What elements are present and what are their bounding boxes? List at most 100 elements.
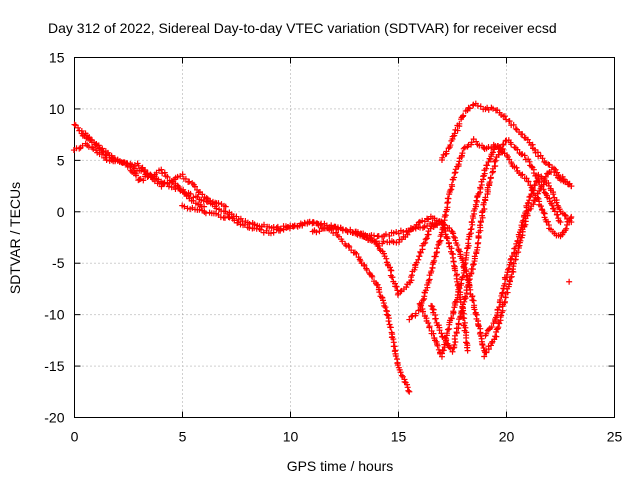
data-point: [181, 203, 188, 210]
data-point: [251, 225, 258, 232]
data-point: [381, 302, 388, 309]
data-point: [353, 250, 360, 257]
data-point: [385, 312, 392, 319]
data-point: [213, 205, 220, 212]
data-point: [389, 274, 396, 281]
data-point: [532, 181, 539, 188]
data-point: [270, 229, 277, 236]
data-point: [121, 159, 128, 166]
data-point: [526, 158, 533, 165]
data-point: [459, 150, 466, 157]
data-point: [182, 175, 189, 182]
y-tick-label: -20: [44, 410, 64, 426]
data-point: [465, 277, 472, 284]
data-point: [568, 219, 575, 226]
data-point: [528, 191, 535, 198]
data-point: [513, 164, 520, 171]
x-tick-label: 20: [499, 429, 515, 445]
data-point: [459, 273, 466, 280]
data-point: [540, 178, 547, 185]
data-point: [85, 143, 92, 150]
x-tick-label: 10: [283, 429, 299, 445]
data-point: [135, 162, 142, 169]
data-point: [465, 104, 472, 111]
data-point: [375, 233, 382, 240]
data-point: [445, 240, 452, 247]
data-point: [447, 345, 454, 352]
data-point: [313, 229, 320, 236]
data-point: [480, 144, 487, 151]
data-point: [369, 273, 376, 280]
data-point: [419, 224, 426, 231]
data-point: [451, 262, 458, 269]
data-point: [428, 268, 435, 275]
data-point: [506, 118, 513, 125]
data-point: [451, 341, 458, 348]
data-point: [459, 274, 466, 281]
data-point: [327, 224, 334, 231]
data-point: [116, 158, 123, 165]
data-point: [425, 277, 432, 284]
data-point: [455, 247, 462, 254]
data-point: [301, 219, 308, 226]
data-point: [492, 157, 499, 164]
data-point: [416, 253, 423, 260]
data-point: [550, 191, 557, 198]
data-point: [387, 324, 394, 331]
series-sat-d: [179, 202, 445, 298]
data-point: [499, 147, 506, 154]
data-point: [539, 155, 546, 162]
data-point: [440, 221, 447, 228]
data-point: [486, 179, 493, 186]
data-point: [468, 226, 475, 233]
chart-title: Day 312 of 2022, Sidereal Day-to-day VTE…: [48, 20, 557, 36]
data-point: [164, 173, 171, 180]
data-point: [196, 206, 203, 213]
data-point: [531, 146, 538, 153]
data-point: [431, 221, 438, 228]
data-point: [376, 289, 383, 296]
data-point: [461, 315, 468, 322]
x-tick-label: 0: [71, 429, 79, 445]
data-point: [405, 227, 412, 234]
series-sat-c: [78, 130, 229, 210]
data-point: [449, 228, 456, 235]
data-point: [528, 163, 535, 170]
data-point: [226, 214, 233, 221]
grid: [74, 57, 615, 418]
data-point: [415, 256, 422, 263]
data-point: [108, 154, 115, 161]
data-point: [382, 231, 389, 238]
data-point: [483, 349, 490, 356]
data-point: [495, 145, 502, 152]
series-sat-b: [70, 140, 208, 210]
data-point: [472, 311, 479, 318]
data-point: [436, 238, 443, 245]
data-point: [380, 297, 387, 304]
data-point: [530, 201, 537, 208]
data-point: [456, 285, 463, 292]
data-point: [508, 141, 515, 148]
data-point: [477, 222, 484, 229]
data-point: [507, 256, 514, 263]
y-tick-label: -15: [44, 358, 64, 374]
data-point: [383, 311, 390, 318]
data-point: [514, 237, 521, 244]
data-point: [462, 293, 469, 300]
data-point: [454, 242, 461, 249]
data-point: [481, 353, 488, 360]
x-axis-label: GPS time / hours: [287, 458, 394, 474]
data-point: [519, 171, 526, 178]
data-point: [386, 264, 393, 271]
data-point: [159, 170, 166, 177]
data-point: [491, 158, 498, 165]
data-point: [425, 319, 432, 326]
data-point: [520, 217, 527, 224]
data-point: [508, 273, 515, 280]
data-point: [482, 194, 489, 201]
data-point: [181, 189, 188, 196]
data-point: [404, 381, 411, 388]
data-point: [148, 172, 155, 179]
data-point: [568, 213, 575, 220]
